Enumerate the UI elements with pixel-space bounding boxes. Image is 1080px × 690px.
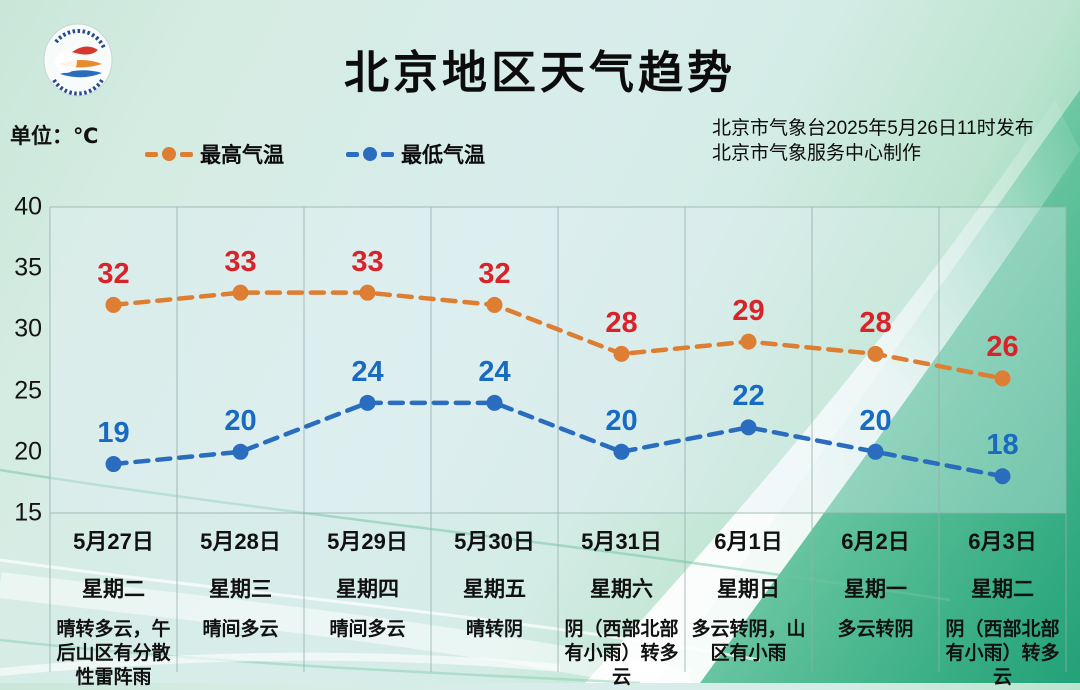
date-label: 5月29日 (327, 529, 408, 554)
weekday-label: 星期五 (463, 578, 526, 601)
min-temp-value: 20 (224, 404, 257, 437)
min-temp-point (232, 443, 249, 460)
weather-label: 阴（西部北部有小雨）转多云 (564, 619, 679, 688)
weather-label: 晴间多云 (202, 619, 279, 640)
max-temp-value: 26 (986, 331, 1019, 364)
max-temp-value: 33 (224, 245, 257, 278)
min-temp-value: 20 (605, 404, 638, 437)
max-temp-point (994, 370, 1011, 387)
min-temp-line-icon (346, 147, 394, 161)
min-temp-point (105, 456, 122, 473)
y-axis-tick: 30 (14, 314, 42, 343)
date-label: 5月31日 (581, 529, 662, 554)
date-label: 6月1日 (714, 529, 783, 554)
weekday-label: 星期一 (844, 578, 907, 601)
weekday-label: 星期六 (590, 578, 653, 601)
weather-label: 晴转多云，午后山区有分散性雷阵雨 (56, 619, 171, 688)
day-cell: 5月31日星期六阴（西部北部有小雨）转多云 (558, 518, 685, 690)
y-axis-tick: 25 (14, 376, 42, 405)
issued-line1: 北京市气象台2025年5月26日11时发布 (712, 118, 1034, 139)
max-temp-point (105, 296, 122, 313)
max-temp-point (613, 345, 630, 362)
max-temp-point (486, 296, 503, 313)
y-axis-tick: 35 (14, 253, 42, 282)
legend-item-min-temp: 最低气温 (346, 139, 485, 169)
max-temp-value: 28 (859, 306, 892, 339)
weekday-label: 星期日 (717, 578, 780, 601)
max-temp-point (232, 284, 249, 301)
date-label: 6月2日 (841, 529, 910, 554)
wave-line-2 (0, 558, 761, 662)
min-temp-point (613, 443, 630, 460)
weather-label: 多云转阴 (837, 619, 914, 640)
max-temp-value: 29 (732, 294, 765, 327)
issued-info: 北京市气象台2025年5月26日11时发布 北京市气象服务中心制作 (712, 116, 1057, 166)
min-temp-value: 18 (986, 429, 1019, 462)
day-cell: 6月3日星期二阴（西部北部有小雨）转多云 (939, 518, 1066, 690)
day-cell: 6月1日星期日多云转阴，山区有小雨 (685, 518, 812, 690)
unit-label: 单位：℃ (10, 125, 99, 148)
weather-label: 晴转阴 (465, 619, 523, 640)
issued-line2: 北京市气象服务中心制作 (712, 143, 922, 164)
weekday-label: 星期二 (82, 578, 145, 601)
y-axis-tick: 40 (14, 192, 42, 221)
max-temp-value: 28 (605, 306, 638, 339)
green-corner-sweep (655, 90, 1080, 683)
max-temp-line (111, 290, 1005, 381)
date-label: 5月28日 (200, 529, 281, 554)
min-temp-value: 24 (351, 355, 384, 388)
date-label: 5月27日 (73, 529, 154, 554)
chart-legend: 最高气温 最低气温 (145, 139, 533, 169)
max-temp-point (867, 345, 884, 362)
min-temp-value: 19 (97, 417, 130, 450)
weather-label: 多云转阴，山区有小雨 (691, 619, 806, 664)
weather-label: 晴间多云 (329, 619, 406, 640)
page-title: 北京地区天气趋势 (343, 47, 736, 98)
y-axis-tick: 15 (14, 498, 42, 527)
day-cell: 5月29日星期四晴间多云 (304, 518, 431, 690)
max-temp-value: 32 (478, 257, 511, 290)
day-cell: 5月28日星期三晴间多云 (177, 518, 304, 690)
max-temp-value: 32 (97, 257, 130, 290)
wave-band-1 (0, 572, 693, 683)
white-sweep-band (585, 100, 1080, 683)
date-label: 6月3日 (968, 529, 1037, 554)
max-temp-value: 33 (351, 245, 384, 278)
day-cell: 5月27日星期二晴转多云，午后山区有分散性雷阵雨 (50, 518, 177, 690)
weekday-label: 星期二 (971, 578, 1034, 601)
max-temp-point (359, 284, 376, 301)
weekday-label: 星期三 (209, 578, 272, 601)
y-axis-tick: 20 (14, 437, 42, 466)
wave-line-1 (0, 468, 951, 602)
day-cell: 6月2日星期一多云转阴 (812, 518, 939, 690)
weather-label: 阴（西部北部有小雨）转多云 (945, 619, 1060, 688)
meteorological-service-logo-icon (43, 23, 113, 97)
wave-line-4 (0, 652, 561, 676)
min-temp-value: 20 (859, 404, 892, 437)
min-temp-point (359, 394, 376, 411)
min-temp-point (994, 468, 1011, 485)
day-cell: 5月30日星期五晴转阴 (431, 518, 558, 690)
min-temp-point (740, 419, 757, 436)
weekday-label: 星期四 (336, 578, 399, 601)
min-temp-value: 22 (732, 380, 765, 413)
max-temp-line-icon (145, 147, 193, 161)
day-columns: 5月27日 星期二 晴转多云，午后山区有分散性雷阵雨 5月28日 星期三 晴间多云 5月29… (50, 518, 1066, 688)
min-temp-value: 24 (478, 355, 511, 388)
wave-line-3 (0, 638, 641, 683)
min-temp-point (867, 443, 884, 460)
min-temp-point (486, 394, 503, 411)
legend-label-max-temp: 最高气温 (200, 144, 284, 167)
date-label: 5月30日 (454, 529, 535, 554)
legend-item-max-temp: 最高气温 (145, 139, 284, 169)
legend-label-min-temp: 最低气温 (401, 144, 485, 167)
max-temp-point (740, 333, 757, 350)
